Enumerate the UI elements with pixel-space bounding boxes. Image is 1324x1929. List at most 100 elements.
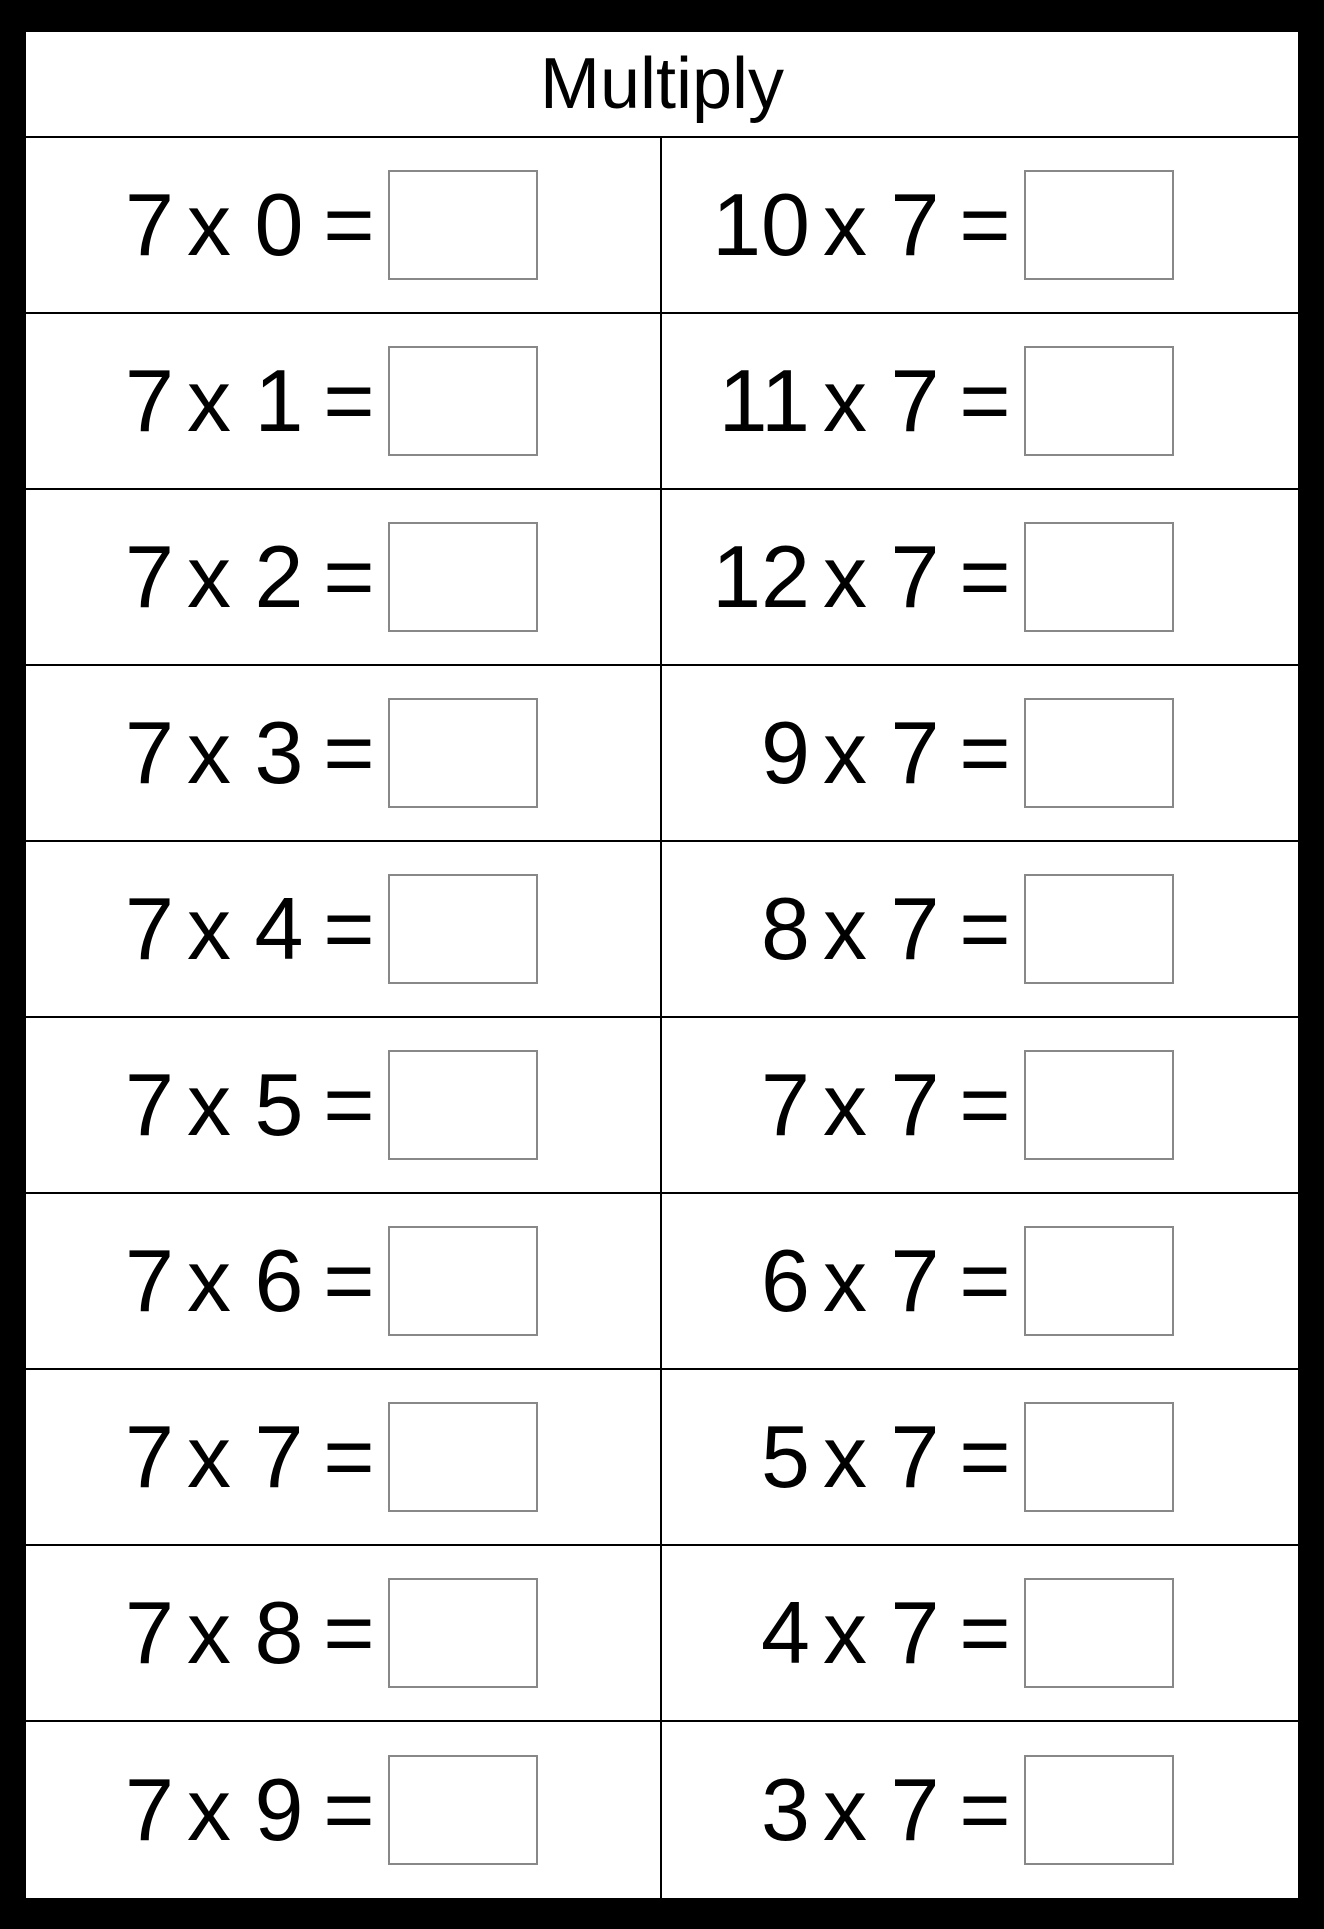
operand-b: 7 bbox=[880, 174, 950, 276]
problem-row: 4 x 7 = bbox=[662, 1546, 1298, 1722]
worksheet-columns: 7 x 0 = 7 x 1 = 7 x 2 = 7 x bbox=[26, 138, 1298, 1898]
operand-b: 7 bbox=[880, 702, 950, 804]
operator: x bbox=[810, 1230, 880, 1332]
answer-input[interactable] bbox=[388, 1226, 538, 1336]
problem-row: 7 x 2 = bbox=[26, 490, 660, 666]
operator: x bbox=[810, 174, 880, 276]
answer-input[interactable] bbox=[1024, 1050, 1174, 1160]
operand-b: 7 bbox=[880, 1759, 950, 1861]
problem-row: 7 x 8 = bbox=[26, 1546, 660, 1722]
answer-input[interactable] bbox=[388, 346, 538, 456]
problem-row: 7 x 5 = bbox=[26, 1018, 660, 1194]
operator: x bbox=[174, 350, 244, 452]
problem-row: 7 x 7 = bbox=[26, 1370, 660, 1546]
answer-input[interactable] bbox=[388, 1755, 538, 1865]
equals: = bbox=[950, 526, 1020, 628]
answer-input[interactable] bbox=[1024, 346, 1174, 456]
operand-b: 7 bbox=[880, 1582, 950, 1684]
equals: = bbox=[950, 174, 1020, 276]
problem-row: 7 x 7 = bbox=[662, 1018, 1298, 1194]
equals: = bbox=[314, 1230, 384, 1332]
operator: x bbox=[810, 526, 880, 628]
problem-row: 6 x 7 = bbox=[662, 1194, 1298, 1370]
operand-b: 7 bbox=[244, 1406, 314, 1508]
answer-input[interactable] bbox=[1024, 170, 1174, 280]
answer-input[interactable] bbox=[388, 522, 538, 632]
operand-b: 4 bbox=[244, 878, 314, 980]
equals: = bbox=[950, 702, 1020, 804]
equals: = bbox=[950, 1230, 1020, 1332]
operand-b: 0 bbox=[244, 174, 314, 276]
answer-input[interactable] bbox=[1024, 1402, 1174, 1512]
operand-b: 7 bbox=[880, 1230, 950, 1332]
answer-input[interactable] bbox=[1024, 874, 1174, 984]
left-column: 7 x 0 = 7 x 1 = 7 x 2 = 7 x bbox=[26, 138, 662, 1898]
operator: x bbox=[174, 1759, 244, 1861]
answer-input[interactable] bbox=[388, 1402, 538, 1512]
equals: = bbox=[950, 350, 1020, 452]
equals: = bbox=[314, 1582, 384, 1684]
problem-row: 7 x 3 = bbox=[26, 666, 660, 842]
problem-row: 7 x 0 = bbox=[26, 138, 660, 314]
answer-input[interactable] bbox=[388, 1578, 538, 1688]
operand-a: 7 bbox=[54, 174, 174, 276]
answer-input[interactable] bbox=[1024, 1578, 1174, 1688]
problem-row: 9 x 7 = bbox=[662, 666, 1298, 842]
operand-b: 8 bbox=[244, 1582, 314, 1684]
operator: x bbox=[174, 878, 244, 980]
problem-row: 7 x 1 = bbox=[26, 314, 660, 490]
answer-input[interactable] bbox=[1024, 698, 1174, 808]
operand-b: 3 bbox=[244, 702, 314, 804]
operand-a: 3 bbox=[690, 1759, 810, 1861]
equals: = bbox=[314, 526, 384, 628]
operand-a: 10 bbox=[690, 174, 810, 276]
operator: x bbox=[174, 174, 244, 276]
operator: x bbox=[810, 1759, 880, 1861]
operand-a: 4 bbox=[690, 1582, 810, 1684]
operand-a: 7 bbox=[54, 1406, 174, 1508]
equals: = bbox=[950, 1582, 1020, 1684]
operand-b: 7 bbox=[880, 350, 950, 452]
answer-input[interactable] bbox=[388, 170, 538, 280]
operand-a: 7 bbox=[54, 1759, 174, 1861]
problem-row: 7 x 6 = bbox=[26, 1194, 660, 1370]
operator: x bbox=[174, 1582, 244, 1684]
operator: x bbox=[174, 526, 244, 628]
operand-b: 1 bbox=[244, 350, 314, 452]
answer-input[interactable] bbox=[1024, 1226, 1174, 1336]
answer-input[interactable] bbox=[388, 1050, 538, 1160]
answer-input[interactable] bbox=[1024, 1755, 1174, 1865]
problem-row: 7 x 9 = bbox=[26, 1722, 660, 1898]
operand-a: 7 bbox=[690, 1054, 810, 1156]
operator: x bbox=[174, 1230, 244, 1332]
equals: = bbox=[950, 878, 1020, 980]
answer-input[interactable] bbox=[388, 698, 538, 808]
equals: = bbox=[314, 1759, 384, 1861]
operator: x bbox=[810, 702, 880, 804]
operand-a: 8 bbox=[690, 878, 810, 980]
equals: = bbox=[314, 1406, 384, 1508]
operand-a: 7 bbox=[54, 526, 174, 628]
equals: = bbox=[314, 174, 384, 276]
answer-input[interactable] bbox=[388, 874, 538, 984]
operator: x bbox=[174, 702, 244, 804]
problem-row: 5 x 7 = bbox=[662, 1370, 1298, 1546]
operand-b: 7 bbox=[880, 1406, 950, 1508]
operand-b: 9 bbox=[244, 1759, 314, 1861]
answer-input[interactable] bbox=[1024, 522, 1174, 632]
operator: x bbox=[810, 1582, 880, 1684]
equals: = bbox=[950, 1054, 1020, 1156]
operand-a: 7 bbox=[54, 350, 174, 452]
equals: = bbox=[950, 1406, 1020, 1508]
operator: x bbox=[810, 1406, 880, 1508]
operand-a: 7 bbox=[54, 1054, 174, 1156]
equals: = bbox=[314, 702, 384, 804]
operand-a: 7 bbox=[54, 702, 174, 804]
operand-a: 7 bbox=[54, 1230, 174, 1332]
right-column: 10 x 7 = 11 x 7 = 12 x 7 = 9 bbox=[662, 138, 1298, 1898]
operator: x bbox=[174, 1406, 244, 1508]
operand-a: 11 bbox=[690, 350, 810, 452]
problem-row: 7 x 4 = bbox=[26, 842, 660, 1018]
operand-a: 7 bbox=[54, 1582, 174, 1684]
operand-b: 7 bbox=[880, 878, 950, 980]
